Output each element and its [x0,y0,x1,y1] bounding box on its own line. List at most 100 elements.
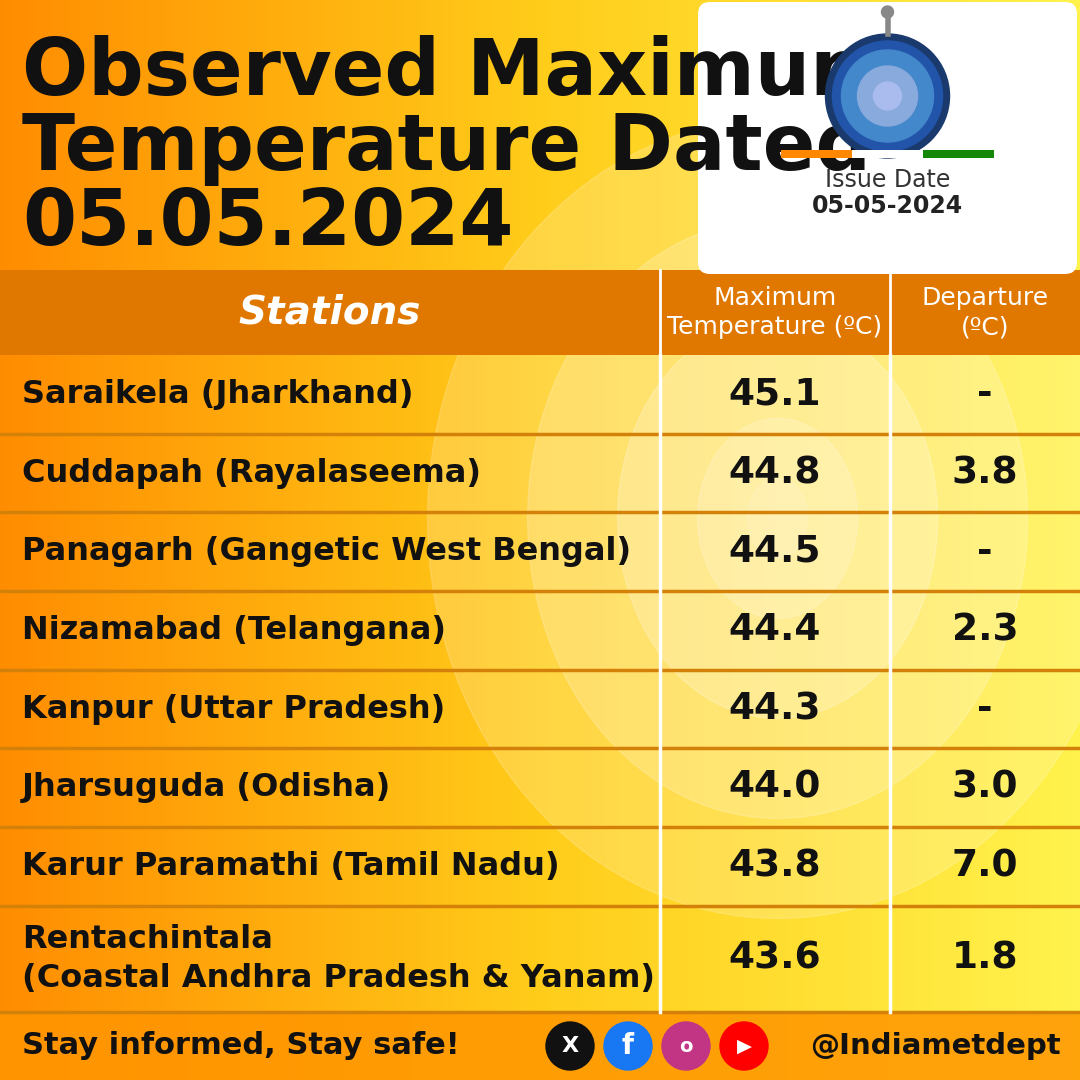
Bar [462,0,465,1080]
Bar [765,0,768,1080]
Bar [1042,0,1045,1080]
Bar [834,0,838,1080]
Bar [186,0,190,1080]
Bar [888,0,892,1080]
Bar [194,0,198,1080]
Bar [261,0,266,1080]
Bar [348,0,352,1080]
Bar [63,0,66,1080]
Bar [778,0,781,1080]
Circle shape [858,66,918,126]
Text: 05.05.2024: 05.05.2024 [22,185,513,261]
Bar [848,0,851,1080]
Bar [667,0,671,1080]
Bar [505,0,509,1080]
Bar [343,0,347,1080]
Text: -: - [977,376,993,413]
Text: 44.8: 44.8 [729,455,821,491]
Circle shape [874,82,902,110]
Bar [1015,0,1018,1080]
Bar [481,0,484,1080]
Bar [130,0,133,1080]
Bar [805,0,808,1080]
Bar [802,0,806,1080]
Bar [961,0,964,1080]
Bar [1048,0,1051,1080]
Ellipse shape [747,478,808,558]
Bar [146,0,149,1080]
Bar [405,0,408,1080]
Bar [391,0,395,1080]
Bar [531,0,536,1080]
Bar [25,0,28,1080]
Ellipse shape [428,119,1080,918]
Bar [275,0,279,1080]
Bar [967,0,970,1080]
Bar [743,0,746,1080]
Bar [991,0,995,1080]
Bar [311,0,314,1080]
Bar [810,0,813,1080]
Bar [305,0,309,1080]
Text: 05-05-2024: 05-05-2024 [812,194,963,218]
Bar [326,0,330,1080]
Text: Maximum
Temperature (ºC): Maximum Temperature (ºC) [667,285,882,339]
Bar [851,0,854,1080]
Bar [397,0,401,1080]
Bar [648,0,651,1080]
Bar [862,0,865,1080]
Bar [56,0,60,1080]
Bar [437,0,441,1080]
Bar [554,0,557,1080]
Bar [972,0,975,1080]
Bar [624,0,627,1080]
Bar [683,0,687,1080]
Bar [1062,0,1065,1080]
Bar [788,0,792,1080]
Bar [607,0,611,1080]
Bar [248,0,252,1080]
Text: 44.0: 44.0 [729,770,821,806]
Bar [443,0,446,1080]
Bar [775,0,779,1080]
Bar [73,0,77,1080]
Bar [653,0,657,1080]
Bar [686,0,689,1080]
Bar [950,0,954,1080]
Bar [529,0,532,1080]
Bar [2,0,6,1080]
Bar [90,0,93,1080]
Bar [548,0,552,1080]
Text: 43.8: 43.8 [729,849,821,885]
Bar [0,1012,1080,1080]
Bar [0,270,1080,355]
Bar [767,0,770,1080]
Bar [759,0,762,1080]
Bar [329,0,333,1080]
Bar [227,0,230,1080]
Bar [238,0,241,1080]
Bar [902,0,905,1080]
Bar [769,0,773,1080]
Bar [754,0,757,1080]
Bar [5,0,9,1080]
Bar [292,0,295,1080]
Bar [616,0,619,1080]
Bar [121,0,125,1080]
Bar [724,0,727,1080]
Bar [689,0,692,1080]
Bar [540,0,543,1080]
Bar [35,0,39,1080]
Bar [713,0,716,1080]
Bar [691,0,694,1080]
Bar [192,0,195,1080]
Bar [578,0,581,1080]
Bar [205,0,208,1080]
Bar [103,0,106,1080]
Bar [988,0,991,1080]
Bar [855,0,860,1080]
Bar [538,0,541,1080]
Bar [200,0,203,1080]
Bar [108,0,111,1080]
Bar [41,0,44,1080]
